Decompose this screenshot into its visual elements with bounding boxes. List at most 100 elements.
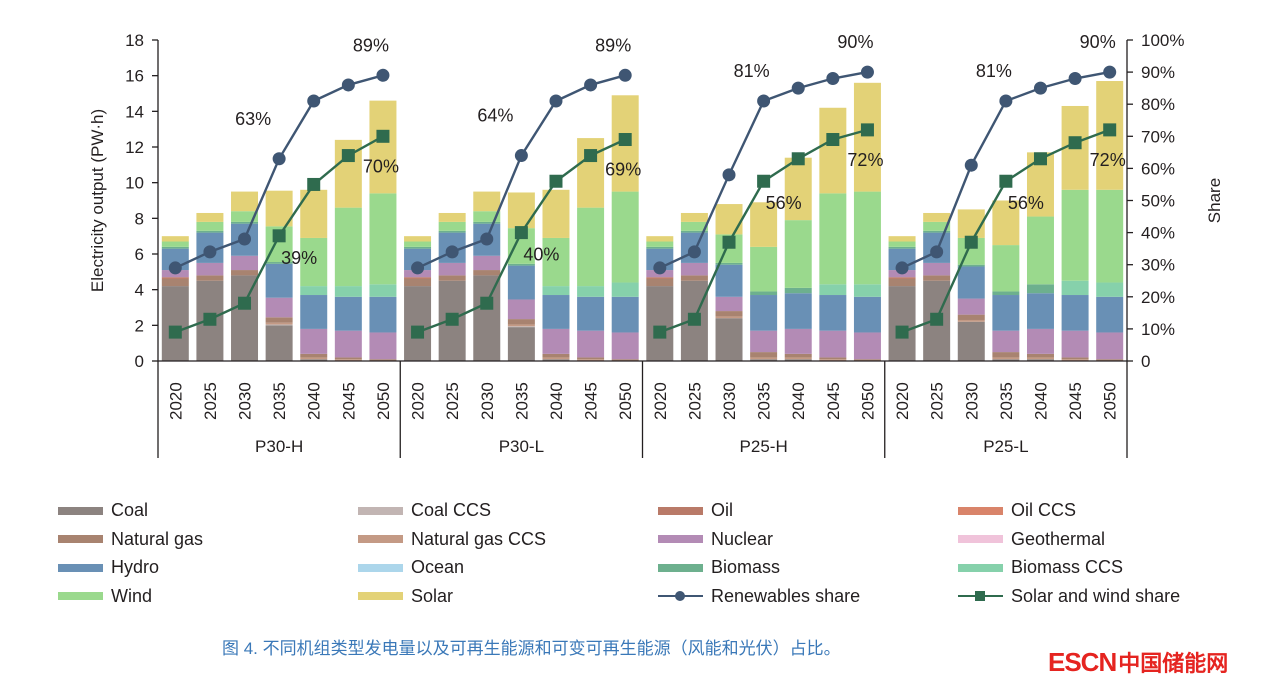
x-tick-label: 2050: [1101, 382, 1120, 420]
solar-and-wind-share-point: [1068, 136, 1082, 150]
x-tick-label: 2045: [582, 382, 601, 420]
bar-segment-solar: [784, 157, 812, 221]
bar-segment-natural-gas: [473, 270, 501, 276]
x-tick-label: 2050: [858, 382, 877, 420]
solar-and-wind-share-point: [791, 152, 805, 166]
share-annotation: 56%: [766, 193, 802, 213]
bar-segment-natural-gas: [265, 317, 293, 323]
solar-and-wind-share-point: [341, 149, 355, 163]
bar-segment-hydro: [992, 295, 1020, 331]
bar-segment-solar: [888, 236, 916, 242]
bar-segment-solar: [577, 138, 605, 208]
chart-canvas: 0 2 4 6 8 10 12 14 16 18 0 10% 20% 30% 40% 50% 60% 70% 80…: [88, 31, 1224, 458]
bar-segment-biomass-ccs: [1096, 282, 1124, 297]
renewables-share-point: [687, 245, 701, 259]
bar-segment-natural-gas: [438, 275, 466, 281]
legend-label: Oil CCS: [1011, 500, 1077, 520]
bar-segment-biomass: [680, 230, 708, 233]
renewables-share-point: [1103, 65, 1117, 79]
bar-segment-natural-gas-ccs: [992, 357, 1020, 360]
bar-segment-wind: [853, 191, 881, 285]
bar-segment-hydro: [300, 295, 328, 329]
renewables-share-point: [549, 94, 563, 108]
legend-item-oil: Oil: [658, 500, 733, 521]
solar-and-wind-share-point: [964, 235, 978, 249]
renewables-share-point: [964, 158, 978, 172]
bar-segment-natural-gas: [923, 275, 951, 281]
x-tick-label: 2045: [339, 382, 358, 420]
renewables-share-point: [480, 232, 494, 246]
x-tick-label: 2025: [201, 382, 220, 420]
renewables-share-point: [238, 232, 252, 246]
x-axis: 2020 2025 2030 2035 2040 2045 2050 P30-H 2020 202…: [157, 360, 1128, 458]
bar-segment-nuclear: [957, 298, 985, 315]
bar-segment-natural-gas-ccs: [265, 322, 293, 325]
x-tick-label: 2035: [270, 382, 289, 420]
legend-label: Biomass: [711, 557, 781, 577]
bar-segment-wind: [196, 221, 224, 231]
share-annotation: 90%: [1080, 32, 1116, 52]
group-label: P25-H: [740, 437, 788, 456]
bar-segment-nuclear: [750, 330, 778, 353]
bar-segment-natural-gas: [853, 359, 881, 361]
bar-segment-coal: [473, 275, 501, 361]
bar-segment-biomass: [438, 230, 466, 233]
bar-segment-hydro: [1096, 296, 1124, 333]
bar-segment-biomass: [784, 287, 812, 294]
right-y-axis: 0 10% 20% 30% 40% 50% 60% 70% 80% 90% 100%: [1126, 31, 1184, 371]
solar-and-wind-share-point: [238, 296, 252, 310]
legend-item-wind: Wind: [58, 586, 152, 607]
left-tick-label: 18: [125, 31, 144, 50]
right-tick-label: 0: [1141, 352, 1150, 371]
bar-segment-natural-gas-ccs: [334, 359, 362, 361]
bar-segment-coal-ccs: [507, 326, 535, 328]
bar-segment-natural-gas-ccs: [957, 319, 985, 322]
circle-marker-line-icon: [658, 589, 703, 603]
bar-segment-wind: [992, 245, 1020, 292]
legend-item-solar: Solar: [358, 586, 453, 607]
bar-segment-biomass-ccs: [369, 284, 397, 297]
x-tick-label: 2040: [547, 382, 566, 420]
bar-segment-coal: [957, 321, 985, 361]
share-annotation: 69%: [605, 160, 641, 180]
bar-segment-hydro: [611, 296, 639, 333]
bar-segment-coal: [992, 359, 1020, 361]
bar-segment-wind: [369, 193, 397, 285]
legend-label: Ocean: [411, 557, 465, 577]
group-label: P30-L: [499, 437, 544, 456]
square-marker-line-icon: [958, 589, 1003, 603]
bar-segment-natural-gas: [715, 311, 743, 317]
bar-segment-solar: [750, 202, 778, 247]
solar-and-wind-share-point: [514, 226, 528, 240]
bar-segment-coal-ccs: [265, 324, 293, 326]
bar-segment-biomass-ccs: [1061, 280, 1089, 296]
bar-segment-coal: [300, 359, 328, 361]
bar-segment-coal: [265, 325, 293, 361]
solar-and-wind-share-point: [411, 325, 425, 339]
bar-segment-coal: [750, 359, 778, 361]
share-annotation: 81%: [976, 61, 1012, 81]
share-annotation: 72%: [1090, 150, 1126, 170]
bar-segment-solar: [680, 212, 708, 222]
x-tick-label: 2030: [962, 382, 981, 420]
bar-segment-solar: [161, 236, 189, 242]
bar-segment-nuclear: [1061, 330, 1089, 358]
renewables-share-point: [1068, 72, 1082, 86]
renewables-share-point: [272, 152, 286, 166]
bar-segment-coal: [715, 318, 743, 361]
bar-segment-natural-gas: [750, 352, 778, 358]
left-tick-label: 6: [135, 245, 144, 264]
bar-segment-hydro: [784, 293, 812, 329]
bar-segment-coal: [404, 286, 432, 361]
bar-segment-nuclear: [1096, 332, 1124, 360]
legend-swatch: [358, 506, 403, 515]
x-tick-label: 2020: [166, 382, 185, 420]
share-annotations: 63% 39% 89% 70% 64% 40% 89% 69% 81% 56% 90% 72% 81% 5…: [235, 32, 1126, 268]
bar-segment-solar: [473, 191, 501, 212]
bar-segment-nuclear: [992, 330, 1020, 353]
x-tick-label: 2035: [755, 382, 774, 420]
renewables-share-point: [376, 68, 390, 82]
left-tick-label: 10: [125, 174, 144, 193]
legend-label: Natural gas CCS: [411, 528, 547, 549]
legend-item-renewables-share: Renewables share: [658, 586, 860, 607]
